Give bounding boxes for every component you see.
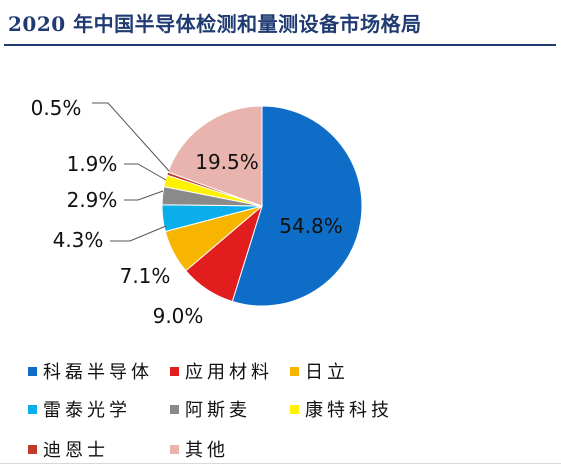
legend-swatch	[28, 404, 37, 414]
title-divider	[4, 44, 556, 46]
legend-item: 日立	[290, 358, 349, 384]
legend-label: 其他	[185, 440, 229, 461]
data-label: 9.0%	[153, 304, 204, 328]
data-label: 0.5%	[31, 96, 82, 120]
legend-label: 阿斯麦	[185, 400, 251, 421]
legend-item: 应用材料	[170, 358, 273, 384]
legend-label: 雷泰光学	[43, 400, 131, 421]
pie-slice	[231, 105, 363, 307]
data-label: 1.9%	[67, 152, 118, 176]
leader-line	[124, 190, 164, 201]
leader-line	[92, 102, 170, 172]
data-label: 19.5%	[195, 150, 259, 174]
legend-swatch	[290, 366, 299, 376]
legend-item: 其他	[170, 436, 229, 462]
legend-swatch	[170, 444, 179, 454]
legend-label: 康特科技	[305, 400, 393, 421]
legend-swatch	[28, 366, 37, 376]
legend-swatch	[170, 366, 179, 376]
legend-swatch	[28, 444, 37, 454]
bottom-divider	[0, 463, 561, 464]
legend-label: 科磊半导体	[43, 362, 153, 383]
legend-swatch	[170, 404, 179, 414]
legend-label: 应用材料	[185, 362, 273, 383]
legend-label: 日立	[305, 362, 349, 383]
pie-slice	[167, 105, 263, 207]
legend-item: 科磊半导体	[28, 358, 153, 384]
legend-swatch	[290, 404, 299, 414]
data-label: 7.1%	[120, 264, 171, 288]
legend-item: 雷泰光学	[28, 396, 131, 422]
legend-label: 迪恩士	[43, 440, 109, 461]
data-label: 4.3%	[53, 228, 104, 252]
legend-item: 康特科技	[290, 396, 393, 422]
pie-chart: 54.8% 9.0% 7.1% 4.3% 2.9% 1.9% 0.5% 19.5%	[31, 96, 363, 328]
legend-item: 迪恩士	[28, 436, 109, 462]
data-label: 54.8%	[279, 214, 343, 238]
chart-title: 2020 年中国半导体检测和量测设备市场格局	[8, 12, 422, 36]
data-label: 2.9%	[67, 188, 118, 212]
legend-item: 阿斯麦	[170, 396, 251, 422]
leader-line	[124, 163, 167, 181]
leader-line	[110, 225, 167, 242]
